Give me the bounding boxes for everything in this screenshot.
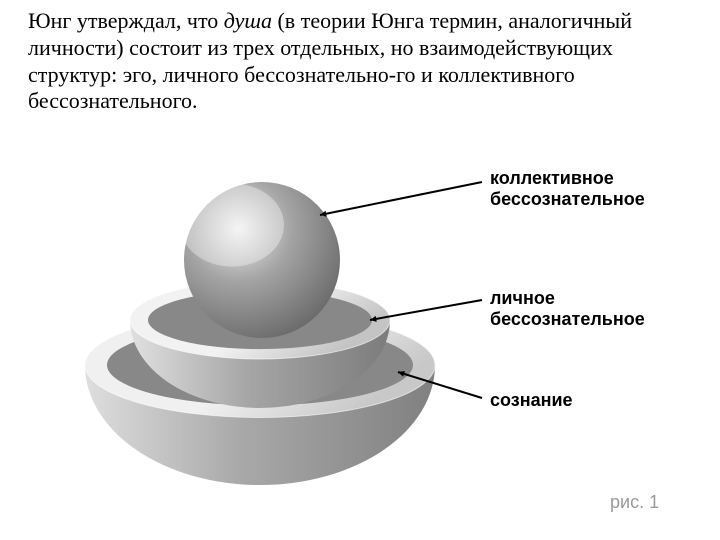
para-italic: душа [224, 8, 272, 33]
figure-caption: рис. 1 [610, 492, 659, 513]
label-personal-unconscious: личноебессознательное [490, 288, 645, 329]
label-collective-unconscious: коллективноебессознательное [490, 168, 645, 209]
intro-paragraph: Юнг утверждал, что душа (в теории Юнга т… [28, 8, 680, 115]
psyche-diagram: коллективноебессознательное личноебессоз… [0, 140, 720, 520]
para-lead: Юнг утверждал, что [28, 8, 224, 33]
label-consciousness: сознание [490, 390, 573, 411]
